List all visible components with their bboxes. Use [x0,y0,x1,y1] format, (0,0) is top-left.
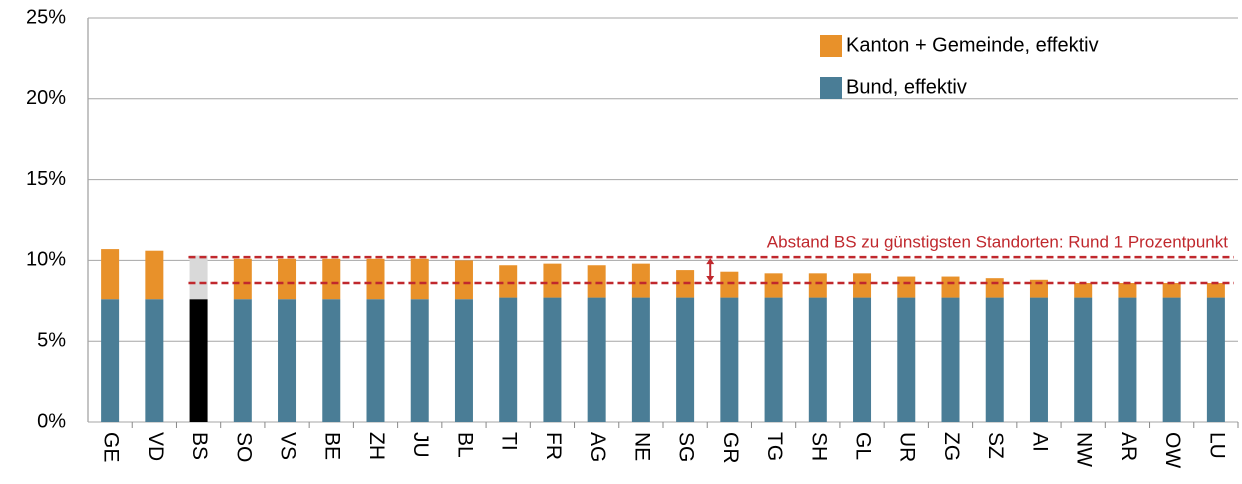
y-tick-label: 15% [26,168,66,190]
bar-segment [720,271,739,298]
bar-segment [278,258,297,300]
bar-segment [587,265,606,298]
bar-segment [985,297,1004,422]
x-tick-label: GL [851,432,874,460]
bar-segment [676,297,695,422]
bar-segment [101,249,120,300]
bar-segment [1118,283,1137,298]
legend-swatch [820,77,842,99]
bar-segment [454,260,473,300]
x-tick-label: SG [675,432,698,462]
bar-segment [897,276,916,298]
x-tick-label: TI [498,432,521,451]
x-tick-label: SZ [984,432,1007,459]
bar-segment [631,297,650,422]
x-tick-label: GE [100,432,123,462]
bar-segment [410,258,429,300]
bar-segment [941,276,960,298]
x-tick-label: TG [763,432,786,461]
bar-segment [587,297,606,422]
x-tick-label: AG [586,432,609,462]
bar-segment [1206,283,1225,298]
bar-segment [808,297,827,422]
x-tick-label: ZG [940,432,963,461]
bar-segment [322,258,341,300]
bar-segment [853,273,872,298]
bar-segment [145,250,164,300]
bar-segment [1118,297,1137,422]
bar-segment [897,297,916,422]
bar-segment [1162,283,1181,298]
x-tick-label: LU [1205,432,1228,459]
bar-segment [543,263,562,298]
x-tick-label: AI [1028,432,1051,452]
legend-swatch [820,35,842,57]
arrow-head [706,258,715,265]
bar-segment [764,297,783,422]
arrow-head [706,276,715,283]
bar-segment [366,258,385,300]
x-tick-label: JU [409,432,432,458]
bar-segment [1074,283,1093,298]
bar-segment [366,299,385,422]
bar-segment [101,299,120,422]
bar-segment [189,255,208,300]
bar-segment [631,263,650,298]
y-tick-label: 20% [26,87,66,109]
bar-segment [1206,297,1225,422]
x-tick-label: VD [144,432,167,461]
bar-segment [233,299,252,422]
annotation: Abstand BS zu günstigsten Standorten: Ru… [767,233,1228,252]
x-tick-label: AR [1117,432,1140,461]
y-tick-label: 25% [26,6,66,28]
y-tick-label: 5% [37,329,66,351]
bar-segment [853,297,872,422]
bar-segment [499,297,518,422]
bar-segment [1074,297,1093,422]
x-tick-label: GR [719,432,742,464]
bar-segment [764,273,783,298]
x-tick-label: BL [453,432,476,458]
x-tick-label: VS [276,432,299,460]
bar-segment [145,299,164,422]
bar-segment [720,297,739,422]
y-tick-label: 10% [26,249,66,271]
bar-segment [454,299,473,422]
x-tick-label: SO [232,432,255,462]
bar-segment [1029,297,1048,422]
y-tick-label: 0% [37,410,66,432]
x-tick-label: FR [542,432,565,460]
bar-segment [808,273,827,298]
bar-segment [189,299,208,422]
legend-label: Kanton + Gemeinde, effektiv [846,34,1099,56]
x-tick-label: ZH [365,432,388,460]
bar-segment [322,299,341,422]
bar-segment [233,258,252,300]
bar-segment [499,265,518,298]
x-tick-label: BE [321,432,344,460]
bar-segment [278,299,297,422]
x-tick-label: NE [630,432,653,461]
bar-segment [1029,279,1048,298]
x-tick-label: BS [188,432,211,460]
x-tick-label: OW [1161,432,1184,468]
bar-segment [985,278,1004,298]
bar-segment [543,297,562,422]
x-tick-label: UR [896,432,919,462]
x-tick-label: NW [1073,432,1096,467]
bar-segment [1162,297,1181,422]
x-tick-label: SH [807,432,830,461]
bar-segment [410,299,429,422]
legend-label: Bund, effektiv [846,76,967,98]
bar-segment [941,297,960,422]
